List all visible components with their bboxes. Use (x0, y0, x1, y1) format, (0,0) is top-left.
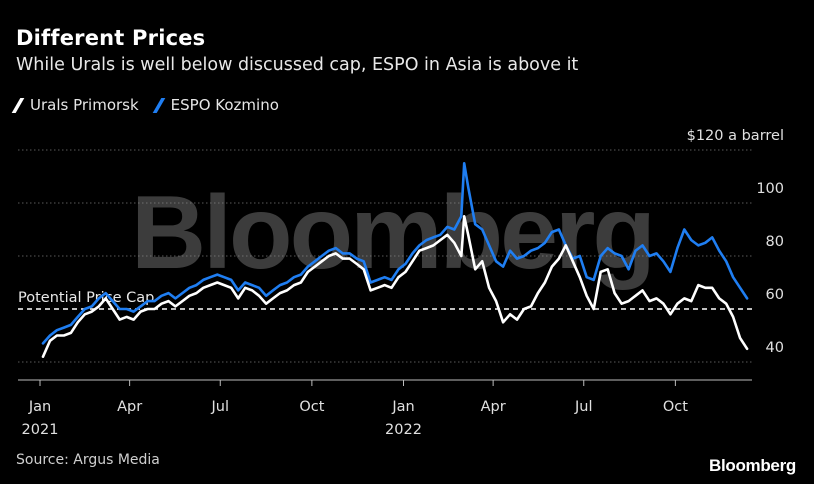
legend-label-urals: Urals Primorsk (30, 96, 139, 114)
legend-label-espo: ESPO Kozmino (170, 96, 279, 114)
watermark-text: Bloomberg (131, 175, 653, 291)
y-tick-label: 60 (766, 287, 784, 303)
series-line-espo-kozmino (41, 162, 749, 345)
chart-subtitle: While Urals is well below discussed cap,… (16, 55, 579, 75)
bloomberg-logo: Bloomberg (708, 456, 796, 475)
chart-title: Different Prices (16, 26, 206, 50)
x-tick-year-label: 2022 (385, 422, 422, 438)
series-layer (41, 162, 749, 358)
x-tick-label: Jan (28, 399, 51, 415)
legend-item-urals: Urals Primorsk (11, 96, 139, 114)
y-tick-label: 80 (766, 234, 784, 250)
x-tick-label: Oct (663, 399, 688, 415)
x-tick-year-label: 2021 (22, 422, 59, 438)
x-tick-label: Apr (117, 399, 142, 415)
reference-layer: Potential Price Cap (18, 290, 752, 310)
x-tick-label: Jul (574, 399, 593, 415)
y-tick-label: $120 a barrel (687, 128, 784, 144)
legend-item-espo: ESPO Kozmino (152, 96, 279, 114)
x-tick-label: Apr (481, 399, 506, 415)
y-tick-label: 40 (766, 340, 784, 356)
source-note: Source: Argus Media (16, 452, 160, 468)
x-tick-label: Jan (391, 399, 414, 415)
x-tick-label: Oct (299, 399, 324, 415)
series-line-urals-primorsk (41, 215, 749, 358)
y-tick-label: 100 (756, 181, 784, 197)
axis-layer: 40 60 80 100 $120 a barrel Jan 2021 Apr Jul Oct Ja… (18, 128, 784, 438)
legend: Urals Primorsk ESPO Kozmino (11, 96, 279, 114)
x-tick-label: Jul (211, 399, 230, 415)
price-cap-label: Potential Price Cap (18, 290, 154, 306)
